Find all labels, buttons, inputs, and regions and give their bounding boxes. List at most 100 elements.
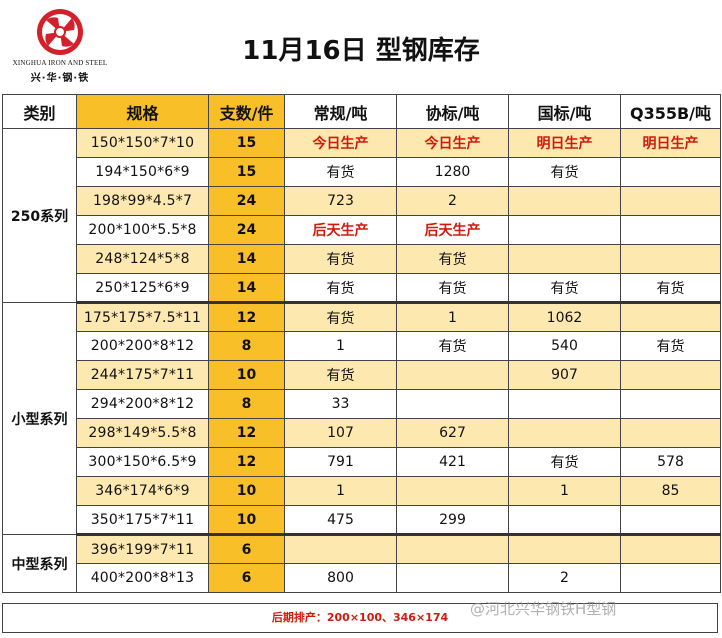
regular-cell: 475 <box>284 505 397 536</box>
table-row: 198*99*4.5*7 24 723 2 <box>3 186 721 216</box>
national-cell <box>508 418 621 448</box>
spec-cell: 194*150*6*9 <box>76 157 209 187</box>
q355b-cell <box>620 302 721 332</box>
column-header-national: 国标/吨 <box>508 94 621 129</box>
association-cell: 299 <box>396 505 509 536</box>
q355b-cell <box>620 534 721 564</box>
q355b-cell: 578 <box>620 447 721 477</box>
national-cell: 有货 <box>508 157 621 187</box>
association-cell: 421 <box>396 447 509 477</box>
company-logo: XINGHUA IRON AND STEEL 兴·华·钢·铁 <box>6 8 114 88</box>
regular-cell <box>284 534 397 564</box>
q355b-cell: 有货 <box>620 273 721 304</box>
q355b-cell <box>620 157 721 187</box>
count-cell: 6 <box>208 534 285 564</box>
table-row: 250系列 150*150*7*10 15 今日生产 今日生产 明日生产 明日生产 <box>2 128 721 303</box>
q355b-cell <box>620 418 721 448</box>
association-cell <box>396 360 509 390</box>
association-cell: 有货 <box>396 244 509 274</box>
table-row: 346*174*6*9 10 1 1 85 <box>3 476 721 506</box>
regular-cell: 今日生产 <box>284 128 397 158</box>
spec-cell: 350*175*7*11 <box>76 505 209 536</box>
count-cell: 24 <box>208 215 285 245</box>
count-cell: 8 <box>208 389 285 419</box>
national-cell <box>508 186 621 216</box>
national-cell: 有货 <box>508 273 621 304</box>
regular-cell: 有货 <box>284 360 397 390</box>
column-header-spec: 规格 <box>76 94 209 129</box>
table-row: 194*150*6*9 15 有货 1280 有货 <box>3 157 721 187</box>
spec-cell: 298*149*5.5*8 <box>76 418 209 448</box>
column-header-association: 协标/吨 <box>396 94 509 129</box>
table-row: 248*124*5*8 14 有货 有货 <box>3 244 721 274</box>
column-header-count: 支数/件 <box>208 94 285 129</box>
regular-cell: 33 <box>284 389 397 419</box>
regular-cell: 1 <box>284 331 397 361</box>
inventory-table: 类别 规格 支数/件 常规/吨 协标/吨 国标/吨 Q355B/吨 250系列 1… <box>2 94 721 593</box>
count-cell: 14 <box>208 244 285 274</box>
count-cell: 15 <box>208 128 285 158</box>
category-cell: 中型系列 <box>2 534 77 593</box>
association-cell: 1 <box>396 302 509 332</box>
spec-cell: 300*150*6.5*9 <box>76 447 209 477</box>
spec-cell: 198*99*4.5*7 <box>76 186 209 216</box>
logo-emblem-icon <box>37 9 83 55</box>
category-cell: 250系列 <box>2 128 77 303</box>
association-cell: 后天生产 <box>396 215 509 245</box>
association-cell <box>396 534 509 564</box>
count-cell: 12 <box>208 447 285 477</box>
national-cell: 1 <box>508 476 621 506</box>
count-cell: 10 <box>208 360 285 390</box>
q355b-cell <box>620 505 721 536</box>
regular-cell: 有货 <box>284 302 397 332</box>
category-cell: 小型系列 <box>2 302 77 535</box>
count-cell: 12 <box>208 418 285 448</box>
table-row: 294*200*8*12 8 33 <box>3 389 721 419</box>
table-row: 300*150*6.5*9 12 791 421 有货 578 <box>3 447 721 477</box>
table-row: 250*125*6*9 14 有货 有货 有货 有货 <box>3 273 721 304</box>
logo-text-cn: 兴·华·钢·铁 <box>30 73 90 84</box>
count-cell: 6 <box>208 563 285 593</box>
regular-cell: 有货 <box>284 157 397 187</box>
national-cell: 1062 <box>508 302 621 332</box>
national-cell: 907 <box>508 360 621 390</box>
spec-cell: 200*200*8*12 <box>76 331 209 361</box>
column-header-q355b: Q355B/吨 <box>620 94 721 129</box>
table-row: 298*149*5.5*8 12 107 627 <box>3 418 721 448</box>
regular-cell: 800 <box>284 563 397 593</box>
count-cell: 14 <box>208 273 285 304</box>
regular-cell: 723 <box>284 186 397 216</box>
association-cell: 有货 <box>396 331 509 361</box>
column-header-regular: 常规/吨 <box>284 94 397 129</box>
q355b-cell <box>620 244 721 274</box>
association-cell: 今日生产 <box>396 128 509 158</box>
national-cell: 540 <box>508 331 621 361</box>
production-note: 后期排产：200×100、346×174 <box>2 603 718 633</box>
national-cell <box>508 389 621 419</box>
national-cell <box>508 215 621 245</box>
association-cell: 有货 <box>396 273 509 304</box>
national-cell: 有货 <box>508 447 621 477</box>
association-cell: 1280 <box>396 157 509 187</box>
count-cell: 12 <box>208 302 285 332</box>
association-cell: 627 <box>396 418 509 448</box>
regular-cell: 1 <box>284 476 397 506</box>
spec-cell: 244*175*7*11 <box>76 360 209 390</box>
association-cell <box>396 563 509 593</box>
national-cell <box>508 505 621 536</box>
q355b-cell: 85 <box>620 476 721 506</box>
national-cell <box>508 244 621 274</box>
spec-cell: 250*125*6*9 <box>76 273 209 304</box>
q355b-cell: 有货 <box>620 331 721 361</box>
spec-cell: 400*200*8*13 <box>76 563 209 593</box>
q355b-cell: 明日生产 <box>620 128 721 158</box>
regular-cell: 有货 <box>284 273 397 304</box>
spec-cell: 200*100*5.5*8 <box>76 215 209 245</box>
column-header-category: 类别 <box>2 94 77 129</box>
count-cell: 24 <box>208 186 285 216</box>
q355b-cell <box>620 360 721 390</box>
spec-cell: 175*175*7.5*11 <box>76 302 209 332</box>
national-cell: 明日生产 <box>508 128 621 158</box>
header: XINGHUA IRON AND STEEL 兴·华·钢·铁 11月16日 型钢… <box>0 0 722 92</box>
spec-cell: 396*199*7*11 <box>76 534 209 564</box>
